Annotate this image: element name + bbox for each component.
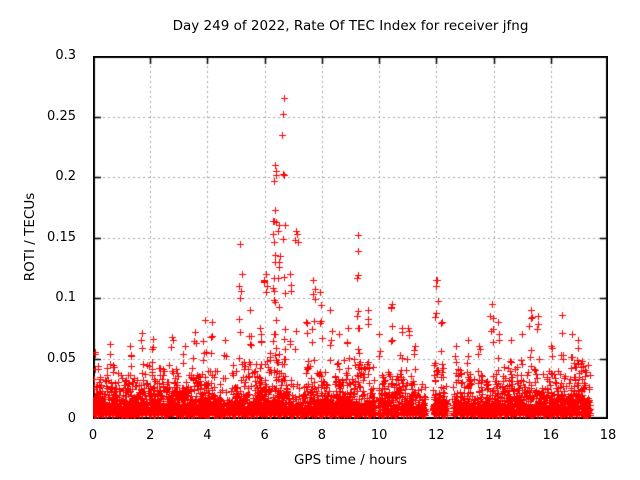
y-tick-label: 0.3 [55,48,76,63]
x-tick-label: 12 [428,428,445,443]
y-tick-label: 0 [67,411,76,426]
x-tick-label: 6 [260,428,269,443]
x-tick-label: 16 [542,428,560,443]
x-axis-label: GPS time / hours [293,452,408,468]
x-tick-label: 10 [370,428,388,443]
chart-title: Day 249 of 2022, Rate Of TEC Index for r… [172,18,529,34]
y-tick-label: 0.05 [47,350,76,366]
y-tick-label: 0.2 [55,169,76,184]
x-tick-label: 18 [599,428,617,443]
x-tick-label: 0 [88,428,98,443]
x-tick-label: 14 [485,428,502,443]
y-tick-label: 0.15 [47,229,76,245]
y-tick-label: 0.1 [55,290,76,305]
x-tick-label: 8 [317,428,327,443]
y-tick-label: 0.25 [47,108,76,124]
plot-area [93,56,608,419]
x-tick-label: 2 [146,428,155,443]
x-tick-label: 4 [203,428,212,443]
